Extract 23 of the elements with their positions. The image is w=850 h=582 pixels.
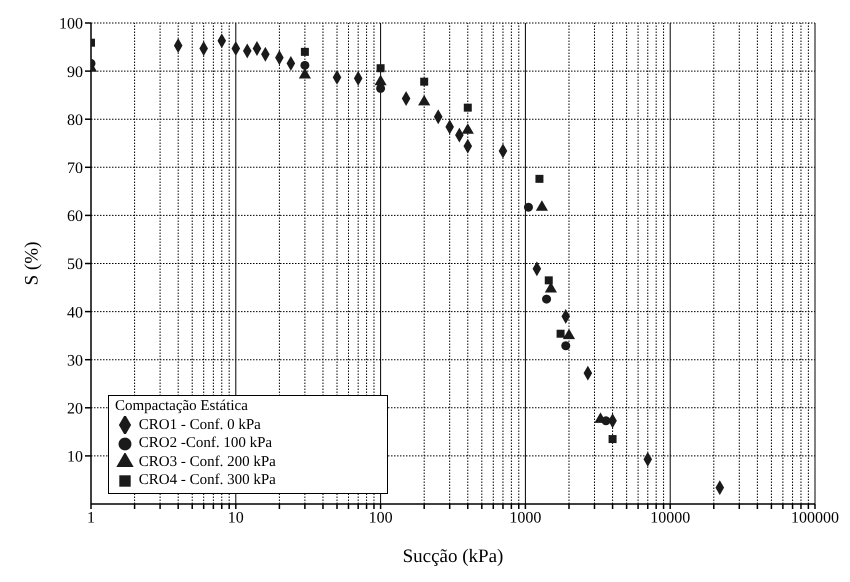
x-axis-title: Sucção (kPa) xyxy=(402,546,504,567)
y-tick-label: 100 xyxy=(59,16,83,33)
y-tick-label: 60 xyxy=(67,208,83,226)
legend-label: CRO3 - Conf. 200 kPa xyxy=(138,454,276,470)
y-tick-label: 90 xyxy=(67,64,83,81)
y-tick-label: 70 xyxy=(67,160,83,177)
legend-label: CRO2 -Conf. 100 kPa xyxy=(138,435,272,452)
y-tick-label: 10 xyxy=(67,448,83,466)
y-axis-title: S (%) xyxy=(22,242,43,286)
legend-label: CRO4 - Conf. 300 kPa xyxy=(138,472,276,488)
x-tick-label: 1 xyxy=(87,509,95,526)
y-tick-label: 20 xyxy=(67,400,83,418)
legend-label: CRO1 - Conf. 0 kPa xyxy=(138,416,261,432)
legend-title: Compactação Estática xyxy=(115,397,249,416)
x-tick-label: 100 xyxy=(368,509,393,526)
x-tick-label: 100000 xyxy=(791,509,839,526)
x-tick-label: 10 xyxy=(228,509,244,526)
x-tick-label: 1000 xyxy=(509,509,542,526)
y-tick-label: 50 xyxy=(67,256,83,274)
y-tick-label: 80 xyxy=(67,112,83,129)
y-tick-label: 40 xyxy=(67,304,83,322)
y-tick-label: 30 xyxy=(67,352,83,370)
x-tick-label: 10000 xyxy=(650,509,690,526)
